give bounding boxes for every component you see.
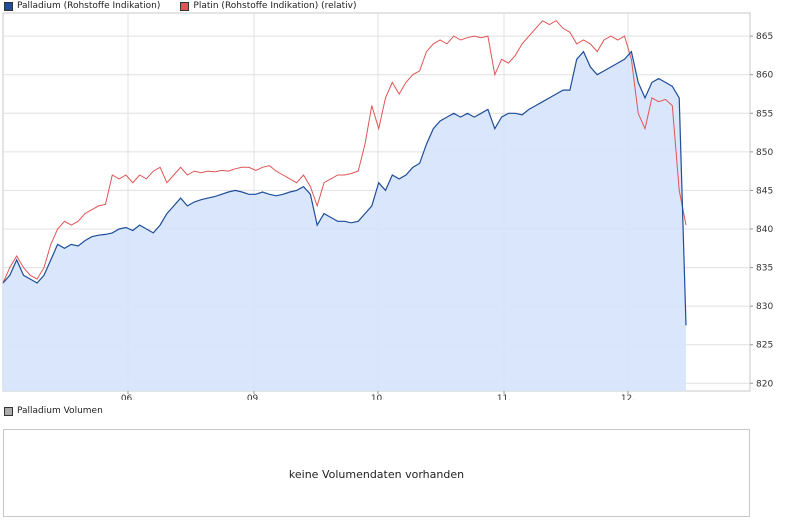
series-line-platin bbox=[2, 20, 687, 284]
legend-item-volume: Palladium Volumen bbox=[4, 406, 103, 416]
volume-legend: Palladium Volumen bbox=[4, 405, 117, 417]
x-tick-label-3: 11. bbox=[497, 394, 511, 400]
price-chart: 820 825 830 835 840 845 850 855 860 865 06. 09. 10. 1… bbox=[2, 12, 773, 400]
legend-label-platin: Platin (Rohstoffe Indikation) (relativ) bbox=[193, 1, 357, 11]
palladium-area-fill bbox=[3, 51, 686, 391]
y-tick-label-855: 855 bbox=[756, 109, 773, 119]
y-tick-label-830: 830 bbox=[756, 302, 773, 312]
legend-swatch-palladium bbox=[4, 1, 13, 11]
x-tick-label-0: 06. bbox=[121, 394, 135, 400]
y-tick-label-835: 835 bbox=[756, 264, 773, 274]
legend-item-platin: Platin (Rohstoffe Indikation) (relativ) bbox=[180, 1, 357, 11]
legend-swatch-platin bbox=[180, 1, 190, 11]
y-tick-label-850: 850 bbox=[756, 148, 773, 158]
y-tick-label-840: 840 bbox=[756, 225, 773, 235]
x-tick-label-1: 09. bbox=[247, 394, 261, 400]
volume-panel: keine Volumendaten vorhanden bbox=[3, 429, 750, 517]
legend-swatch-volume bbox=[4, 406, 13, 416]
x-tick-label-4: 12. bbox=[621, 394, 635, 400]
volume-empty-message: keine Volumendaten vorhanden bbox=[288, 468, 465, 481]
x-tick-label-2: 10. bbox=[371, 394, 385, 400]
y-tick-label-820: 820 bbox=[756, 379, 773, 389]
y-tick-label-825: 825 bbox=[756, 341, 773, 351]
y-tick-label-845: 845 bbox=[756, 186, 773, 196]
legend-label-volume: Palladium Volumen bbox=[17, 406, 103, 416]
series-line-palladium bbox=[2, 50, 687, 326]
y-tick-label-865: 865 bbox=[756, 32, 773, 42]
y-tick-label-860: 860 bbox=[756, 71, 773, 81]
legend-item-palladium: Palladium (Rohstoffe Indikation) bbox=[4, 1, 160, 11]
legend-label-palladium: Palladium (Rohstoffe Indikation) bbox=[17, 1, 161, 11]
main-chart-legend: Palladium (Rohstoffe Indikation) Platin … bbox=[4, 0, 371, 12]
